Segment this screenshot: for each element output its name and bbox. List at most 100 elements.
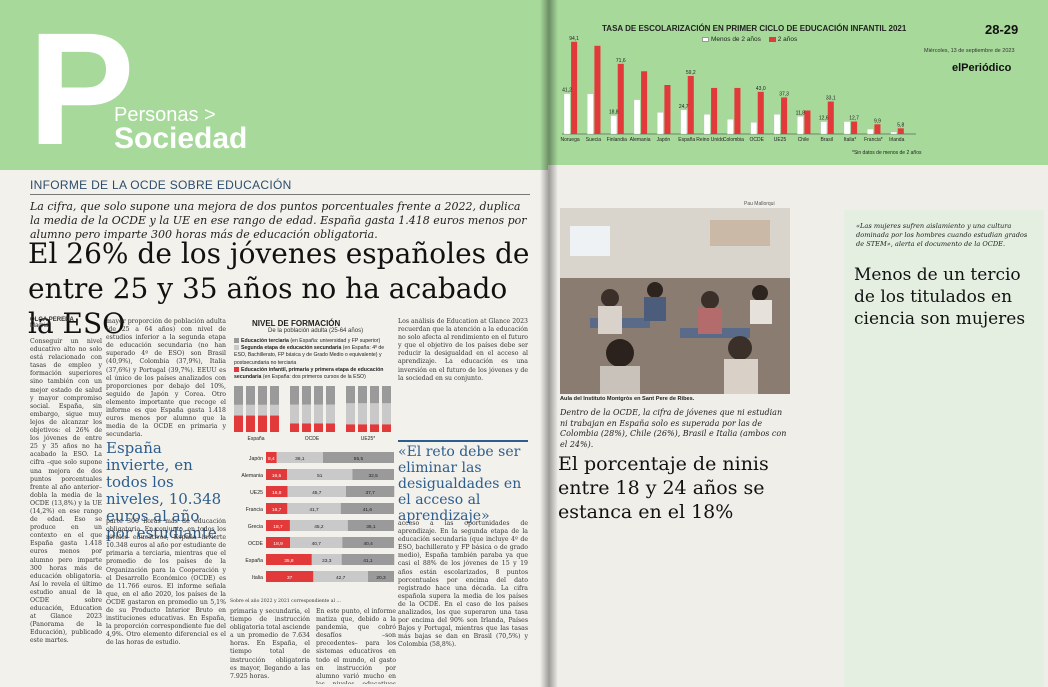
stacked-segment bbox=[246, 415, 255, 432]
bar-under2 bbox=[657, 112, 664, 135]
stacked-segment bbox=[246, 404, 255, 416]
stacked-segment bbox=[326, 404, 335, 424]
segment-value: 37,7 bbox=[365, 490, 375, 496]
bar-2y bbox=[874, 124, 881, 134]
bar-segment bbox=[287, 486, 346, 497]
stacked-segment bbox=[270, 404, 279, 416]
bar-2y bbox=[571, 41, 578, 134]
legend-detail: (en España: 4º de ESO, Bachillerato, FP … bbox=[234, 345, 385, 366]
lede: Dentro de la OCDE, la cifra de jóvenes q… bbox=[560, 408, 787, 449]
stacked-segment bbox=[382, 403, 391, 425]
legend-label: Segunda etapa de educación secundaria bbox=[241, 345, 342, 352]
legend-item: Educación terciaria (en España: universi… bbox=[234, 338, 394, 345]
stacked-segment bbox=[326, 386, 335, 405]
category-label: Irlanda bbox=[889, 137, 905, 143]
segment-value: 8,4 bbox=[268, 456, 275, 462]
nivel-trend-chart: España OCDE UE25* bbox=[234, 386, 391, 442]
bar-2y bbox=[851, 121, 858, 134]
escolarizacion-legend: Menos de 2 años 2 años bbox=[696, 36, 797, 43]
nivel-chart-title: NIVEL DE FORMACIÓN bbox=[252, 319, 341, 328]
bar-2y bbox=[687, 75, 694, 134]
stacked-segment bbox=[258, 386, 267, 405]
segment-value: 16,7 bbox=[272, 507, 282, 513]
country-label: Italia bbox=[252, 575, 263, 581]
classroom-photo bbox=[560, 208, 790, 394]
category-label: Colombia bbox=[723, 137, 744, 143]
legend-label: Educación terciaria bbox=[241, 338, 289, 344]
page-gutter bbox=[540, 0, 558, 687]
bar-2y bbox=[734, 87, 741, 134]
bar-segment bbox=[322, 452, 394, 463]
stacked-segment bbox=[290, 386, 299, 405]
segment-value: 18,7 bbox=[273, 524, 283, 530]
segment-value: 45,7 bbox=[312, 490, 322, 496]
stacked-segment bbox=[346, 424, 355, 432]
bar-2y bbox=[827, 101, 834, 134]
segment-value: 23,3 bbox=[322, 558, 332, 564]
bar-under2 bbox=[587, 93, 594, 135]
bar-segment bbox=[313, 571, 369, 582]
bar-2y bbox=[594, 45, 601, 134]
data-label: 5,8 bbox=[897, 122, 904, 128]
escolarizacion-chart-title: TASA DE ESCOLARIZACIÓN EN PRIMER CICLO D… bbox=[602, 24, 907, 33]
category-label: Francia* bbox=[864, 137, 883, 143]
segment-value: 51 bbox=[317, 473, 323, 479]
segment-value: 20,3 bbox=[376, 575, 386, 581]
pull-quote: «El reto debe ser eliminar las desiguald… bbox=[398, 440, 528, 524]
bar-segment bbox=[289, 520, 348, 531]
bar-segment bbox=[347, 520, 394, 531]
bar-segment bbox=[287, 469, 353, 480]
stacked-segment bbox=[370, 403, 379, 425]
bar-under2 bbox=[727, 119, 734, 135]
bar-segment bbox=[266, 469, 288, 480]
bar-2y bbox=[617, 63, 624, 134]
data-label: 43,0 bbox=[756, 86, 766, 92]
category-label: Alemania bbox=[630, 137, 651, 143]
byline-city: Madrid bbox=[30, 323, 49, 329]
data-label: 11,8 bbox=[796, 110, 806, 116]
group-label: UE25* bbox=[361, 436, 376, 442]
legend-swatch bbox=[234, 345, 239, 351]
body-column-3: Los análisis de Education at Glance 2023… bbox=[398, 318, 528, 382]
nivel-chart-subtitle: De la población adulta (25-64 años) bbox=[268, 328, 364, 334]
group-label: OCDE bbox=[305, 436, 320, 442]
bar-under2 bbox=[750, 122, 757, 135]
byline: OLGA PEREDA Madrid bbox=[30, 317, 74, 329]
stacked-segment bbox=[270, 415, 279, 432]
bar-under2 bbox=[610, 115, 617, 135]
section-header-band bbox=[0, 0, 548, 170]
headline: El 26% de los jóvenes españoles de entre… bbox=[28, 237, 530, 340]
bar-under2 bbox=[797, 116, 804, 135]
column-subhead: España invierte, en todos los niveles, 1… bbox=[106, 439, 222, 542]
bar-segment bbox=[266, 537, 291, 548]
stacked-segment bbox=[370, 424, 379, 432]
segment-value: 37 bbox=[287, 575, 293, 581]
legend-item: Educación infantil, primaria y primera e… bbox=[234, 367, 394, 381]
page-date: Miércoles, 13 de septiembre de 2023 bbox=[924, 48, 1015, 54]
stacked-segment bbox=[314, 386, 323, 405]
stacked-segment bbox=[382, 424, 391, 432]
newspaper-logo: elPeriódico bbox=[952, 62, 1012, 74]
bar-2y bbox=[897, 128, 904, 134]
segment-value: 41,1 bbox=[363, 558, 373, 564]
segment-value: 32,5 bbox=[369, 473, 379, 479]
stacked-segment bbox=[258, 404, 267, 416]
data-label: 24,7 bbox=[679, 104, 689, 110]
bar-under2 bbox=[773, 114, 781, 135]
legend-detail: (en España: universidad y FP superior) bbox=[290, 338, 381, 344]
photo-credit: Pau Mallorqui bbox=[744, 201, 775, 207]
bar-under2 bbox=[867, 128, 874, 135]
segment-value: 16,5 bbox=[272, 473, 282, 479]
divider bbox=[30, 194, 530, 195]
stacked-segment bbox=[358, 424, 367, 432]
nivel-chart-legend: Educación terciaria (en España: universi… bbox=[234, 338, 394, 381]
body-column-4: acceso a las oportunidades de aprendizaj… bbox=[398, 520, 528, 649]
stacked-segment bbox=[358, 403, 367, 425]
escolarizacion-bar-chart: Noruega Suecia Finlandia Alemania Japón Españ… bbox=[560, 36, 922, 156]
body-column-1: Conseguir un nivel educativo alto no sol… bbox=[30, 338, 102, 645]
data-label: 37,3 bbox=[779, 91, 789, 97]
sidebar-box bbox=[844, 210, 1044, 687]
stacked-segment bbox=[358, 386, 367, 404]
bar-under2 bbox=[820, 121, 827, 135]
bar-under2 bbox=[843, 121, 851, 135]
